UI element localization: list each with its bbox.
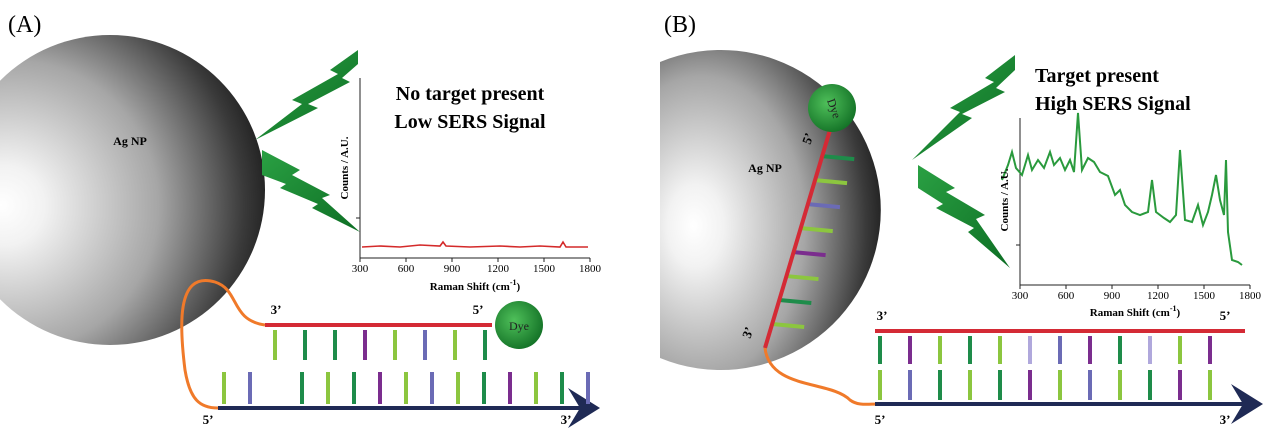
silver-nanoparticle — [0, 35, 265, 345]
strand-end: 5’ — [473, 302, 484, 317]
x-tick-label: 1200 — [1147, 290, 1170, 302]
base — [814, 178, 848, 186]
x-label-text: Raman Shift (cm — [430, 281, 510, 293]
x-label-sup: -1 — [510, 278, 517, 287]
x-label-text: Raman Shift (cm — [1090, 307, 1170, 319]
panel-a: (A) Ag NP No target present Low SERS Sig… — [0, 12, 602, 428]
dye — [495, 301, 543, 349]
loop — [180, 278, 266, 410]
x-tick-label: 300 — [352, 263, 369, 275]
strand-end: 3’ — [561, 412, 572, 427]
x-label-sup: -1 — [1170, 304, 1177, 313]
axes — [359, 78, 590, 259]
base — [822, 154, 855, 162]
bases — [222, 330, 590, 404]
x-tick-label: 1200 — [487, 263, 510, 275]
x-tick-label: 300 — [1012, 290, 1029, 302]
spectrum-chart: Counts / A.U. Raman Shift (cm-1) 300 600 9… — [999, 112, 1262, 319]
x-tick-label: 600 — [398, 263, 415, 275]
strand-end: 3’ — [739, 325, 757, 340]
title: High SERS Signal — [1035, 93, 1191, 115]
spectrum — [361, 240, 588, 248]
bases — [878, 336, 1212, 400]
base — [771, 322, 805, 330]
base — [779, 298, 812, 306]
dye-label: Dye — [824, 97, 844, 121]
spectrum-chart: Counts / A.U. Raman Shift (cm-1) 300 600 9… — [339, 78, 602, 293]
title: No target present — [396, 83, 545, 105]
x-label-text: ) — [517, 281, 521, 293]
tail — [763, 347, 879, 406]
x-tick-label: 1800 — [579, 263, 602, 275]
x-tick-label: 1500 — [1193, 290, 1216, 302]
axes — [1019, 118, 1250, 286]
strand-end: 3’ — [1220, 412, 1231, 427]
title: Low SERS Signal — [394, 111, 546, 133]
dye-label: Dye — [509, 319, 529, 333]
x-label-text: ) — [1177, 307, 1181, 319]
bases — [771, 154, 855, 330]
strand-end: 5’ — [875, 412, 886, 427]
base — [807, 202, 841, 210]
base — [786, 274, 819, 282]
strand-end: 3’ — [271, 302, 282, 317]
strand-end: 5’ — [203, 412, 214, 427]
x-tick-label: 600 — [1058, 290, 1075, 302]
panel-label: (B) — [664, 12, 696, 38]
panel-b: (B) Ag NP Target present High SERS Signa… — [660, 12, 1263, 427]
spectrum — [1001, 112, 1243, 266]
y-axis-label: Counts / A.U. — [999, 168, 1011, 231]
lightning — [912, 55, 1015, 268]
particle-label: Ag NP — [113, 134, 147, 148]
x-axis-label: Raman Shift (cm-1) — [430, 278, 521, 293]
particle-label: Ag NP — [748, 161, 782, 175]
x-tick-label: 1800 — [1239, 290, 1262, 302]
panel-label: (A) — [8, 12, 41, 38]
y-axis-label: Counts / A.U. — [339, 136, 351, 199]
x-tick-label: 900 — [1104, 290, 1121, 302]
x-tick-label: 1500 — [533, 263, 556, 275]
strand-end: 3’ — [877, 308, 888, 323]
strand-end: 5’ — [799, 131, 817, 146]
lightning — [255, 50, 360, 232]
base — [800, 226, 833, 234]
probe-strand — [763, 129, 832, 349]
strand-end: 5’ — [1220, 308, 1231, 323]
x-tick-label: 900 — [444, 263, 461, 275]
base — [793, 250, 826, 258]
x-axis-label: Raman Shift (cm-1) — [1090, 304, 1181, 319]
dye — [808, 84, 856, 132]
title: Target present — [1035, 65, 1159, 87]
